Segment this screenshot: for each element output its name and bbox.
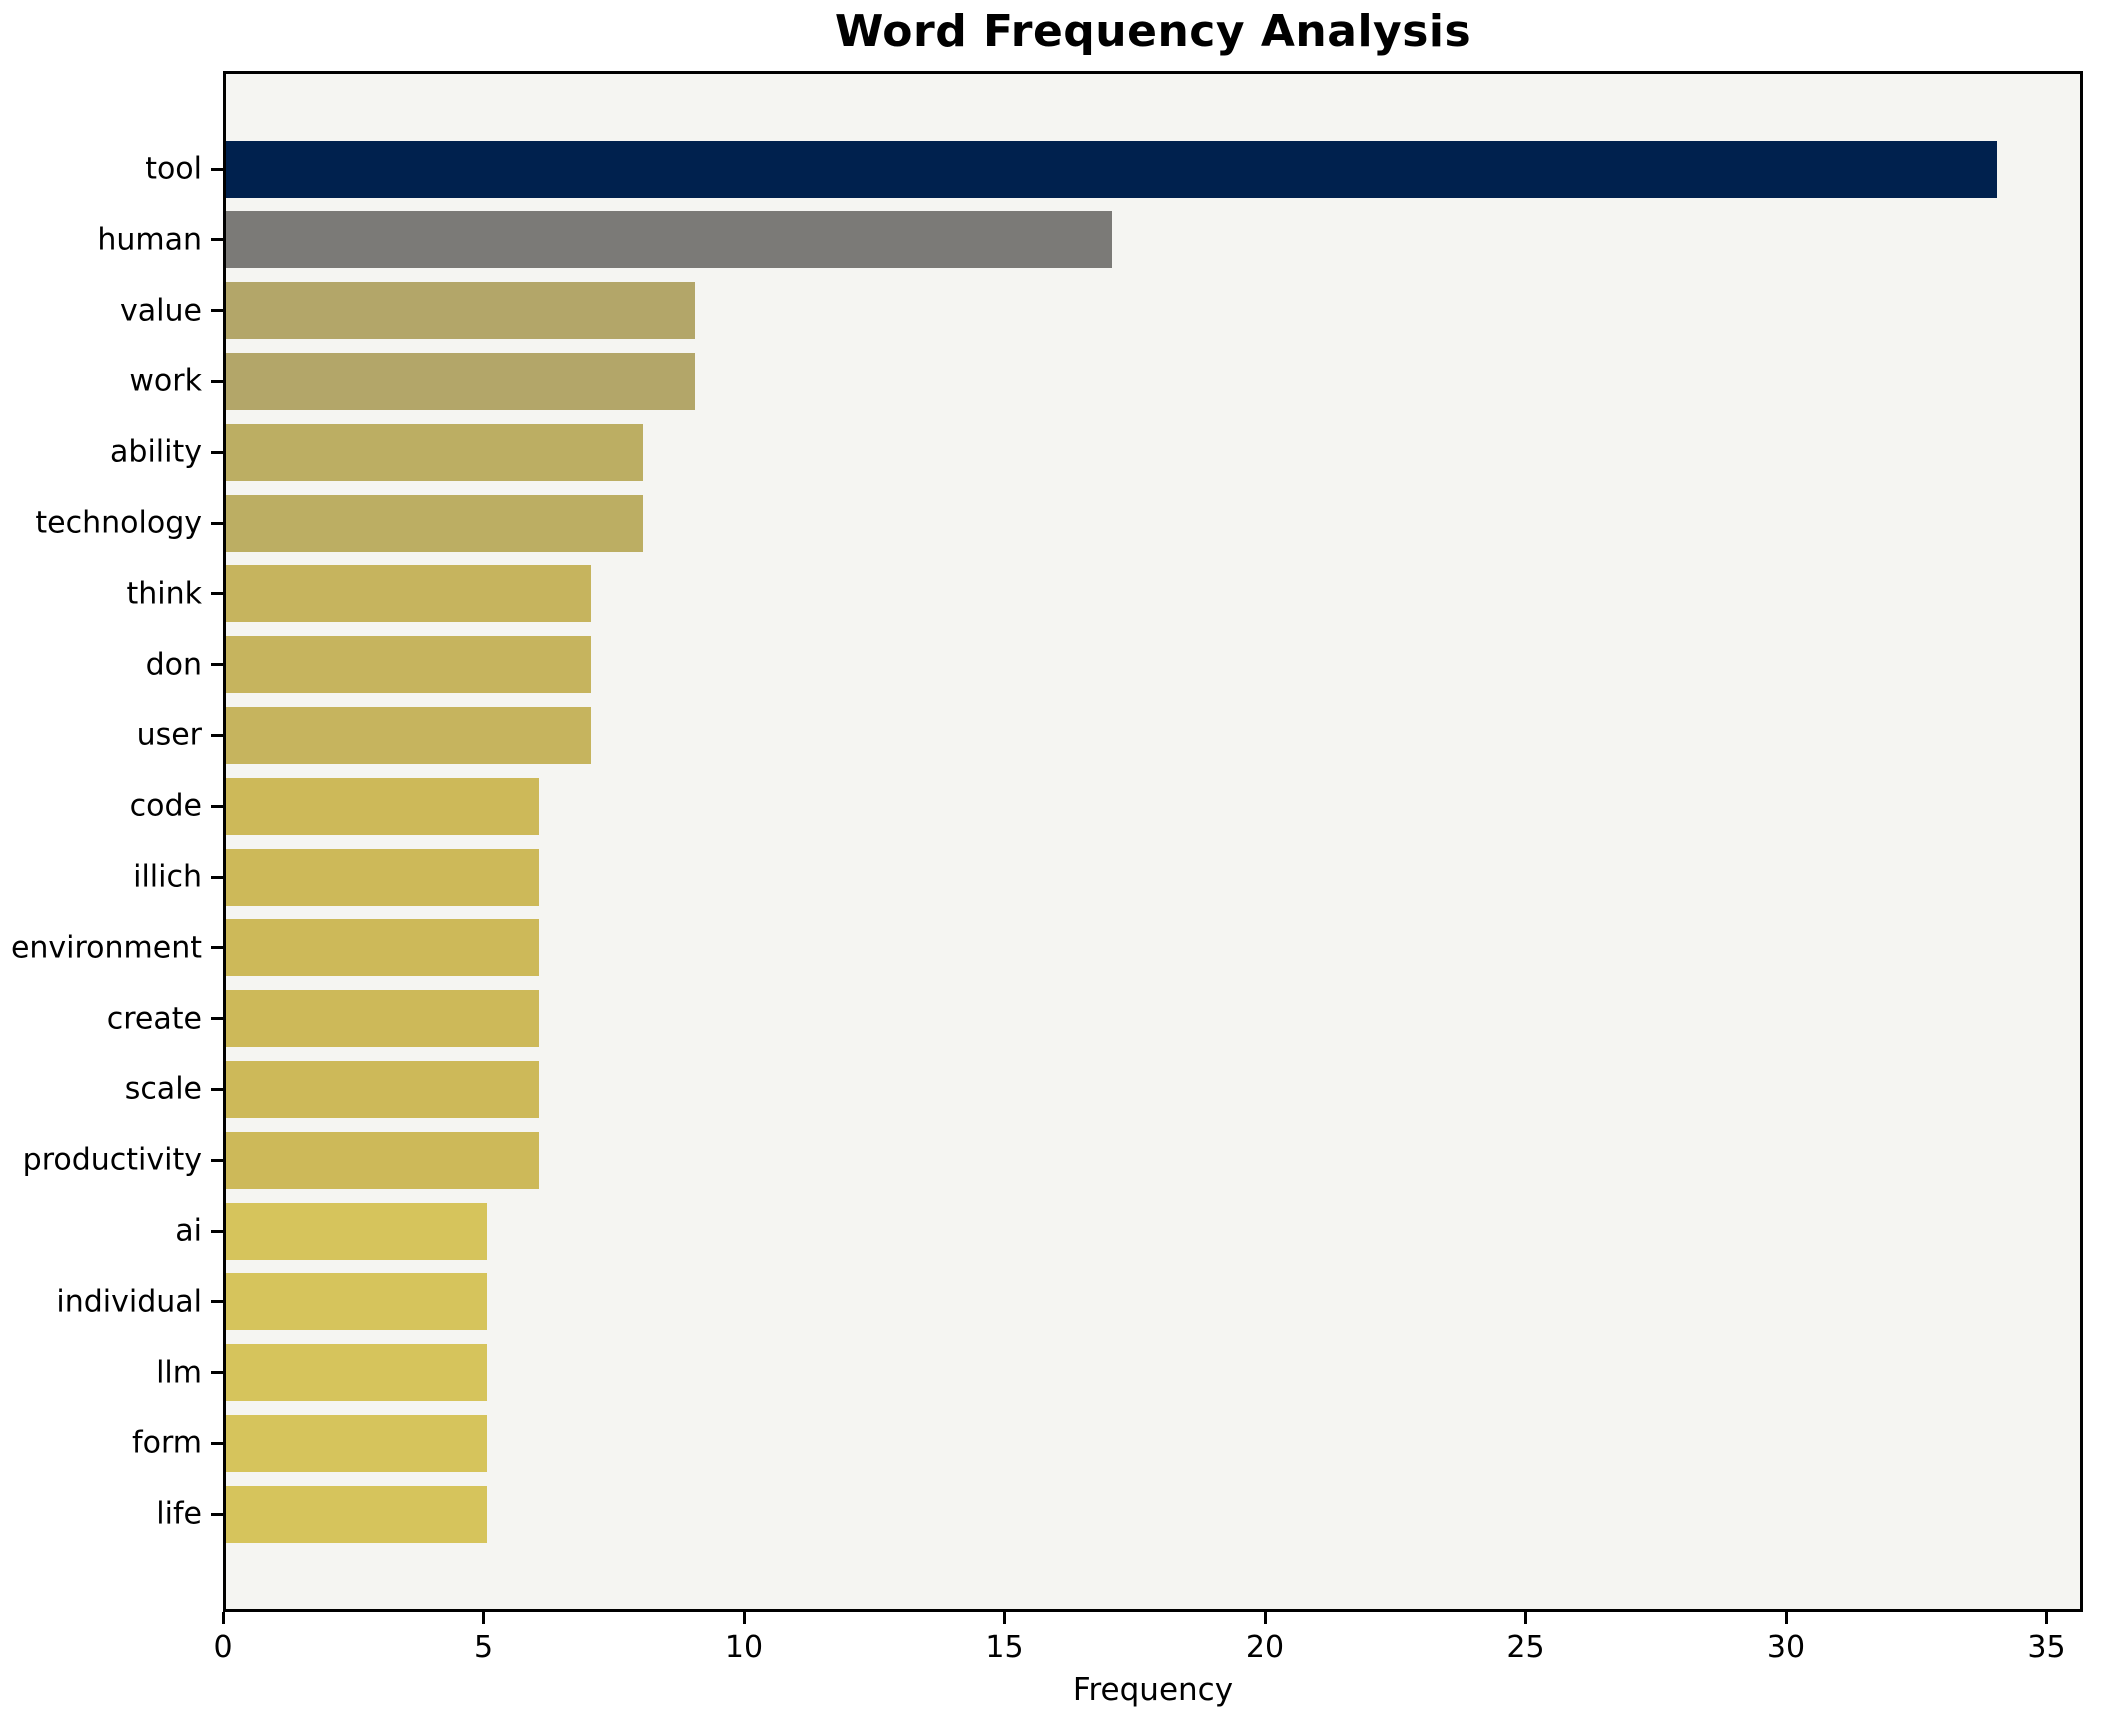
bar-environment	[226, 919, 539, 977]
bar-don	[226, 636, 591, 694]
y-tick-mark	[211, 875, 223, 879]
y-tick-mark	[211, 1512, 223, 1516]
y-tick-label-form: form	[132, 1425, 202, 1461]
bar-work	[226, 352, 695, 410]
x-tick-mark	[1003, 1612, 1006, 1624]
y-tick-mark	[211, 450, 223, 454]
y-tick-label-illich: illich	[133, 859, 202, 895]
x-tick-label-25: 25	[1506, 1630, 1545, 1665]
y-tick-mark	[211, 804, 223, 808]
y-tick-mark	[211, 167, 223, 171]
bar-create	[226, 990, 539, 1048]
y-tick-label-ai: ai	[175, 1213, 202, 1249]
y-tick-mark	[211, 1371, 223, 1375]
y-tick-label-scale: scale	[124, 1071, 202, 1107]
bar-think	[226, 565, 591, 623]
bar-tool	[226, 140, 1998, 198]
bar-productivity	[226, 1131, 539, 1189]
chart-title: Word Frequency Analysis	[834, 6, 1472, 57]
x-tick-label-5: 5	[473, 1630, 494, 1665]
y-tick-label-life: life	[156, 1496, 202, 1532]
x-tick-mark	[2045, 1612, 2049, 1624]
x-tick-label-0: 0	[213, 1630, 233, 1665]
bar-illich	[226, 848, 539, 906]
y-tick-label-think: think	[126, 576, 203, 612]
y-tick-label-ability: ability	[110, 434, 202, 470]
y-tick-mark	[211, 1158, 223, 1162]
bar-llm	[226, 1344, 487, 1402]
y-tick-mark	[211, 309, 223, 313]
x-tick-label-15: 15	[985, 1630, 1024, 1665]
bar-code	[226, 777, 539, 835]
y-tick-mark	[211, 379, 223, 383]
y-tick-mark	[211, 1441, 223, 1445]
y-tick-mark	[211, 733, 223, 737]
bar-ability	[226, 423, 643, 481]
x-tick-mark	[1263, 1612, 1267, 1624]
y-tick-label-individual: individual	[56, 1284, 202, 1320]
bar-scale	[226, 1060, 539, 1118]
y-tick-label-productivity: productivity	[22, 1142, 202, 1178]
y-tick-label-work: work	[129, 363, 202, 399]
y-tick-mark	[211, 238, 223, 242]
y-tick-mark	[211, 1300, 223, 1304]
y-tick-label-llm: llm	[156, 1355, 202, 1391]
bar-form	[226, 1414, 487, 1472]
y-tick-label-create: create	[106, 1001, 202, 1037]
x-tick-label-35: 35	[2027, 1630, 2066, 1665]
x-tick-mark	[742, 1612, 746, 1624]
x-tick-label-20: 20	[1245, 1630, 1285, 1665]
y-tick-mark	[211, 1229, 223, 1233]
x-tick-mark	[221, 1612, 225, 1624]
y-tick-label-value: value	[120, 293, 202, 329]
x-tick-mark	[1524, 1612, 1528, 1624]
y-tick-mark	[211, 946, 223, 950]
x-axis-title: Frequency	[1072, 1672, 1234, 1708]
bar-life	[226, 1485, 487, 1543]
bar-user	[226, 706, 591, 764]
y-tick-label-technology: technology	[35, 505, 202, 541]
x-tick-label-30: 30	[1766, 1630, 1806, 1665]
y-tick-mark	[211, 592, 223, 596]
y-tick-mark	[211, 663, 223, 667]
x-tick-mark	[482, 1612, 485, 1624]
y-tick-label-tool: tool	[145, 151, 202, 187]
x-tick-label-10: 10	[724, 1630, 764, 1665]
bar-ai	[226, 1202, 487, 1260]
y-tick-label-user: user	[136, 717, 202, 753]
y-tick-mark	[211, 1087, 223, 1091]
bar-human	[226, 211, 1112, 269]
y-tick-label-don: don	[145, 647, 202, 683]
bar-value	[226, 282, 695, 340]
y-tick-label-human: human	[97, 222, 202, 258]
y-tick-label-code: code	[129, 788, 202, 824]
plot-area	[223, 71, 2083, 1612]
bar-technology	[226, 494, 643, 552]
bar-individual	[226, 1273, 487, 1331]
y-tick-label-environment: environment	[10, 930, 202, 966]
y-tick-mark	[211, 521, 223, 525]
x-tick-mark	[1784, 1612, 1788, 1624]
y-tick-mark	[211, 1017, 223, 1021]
